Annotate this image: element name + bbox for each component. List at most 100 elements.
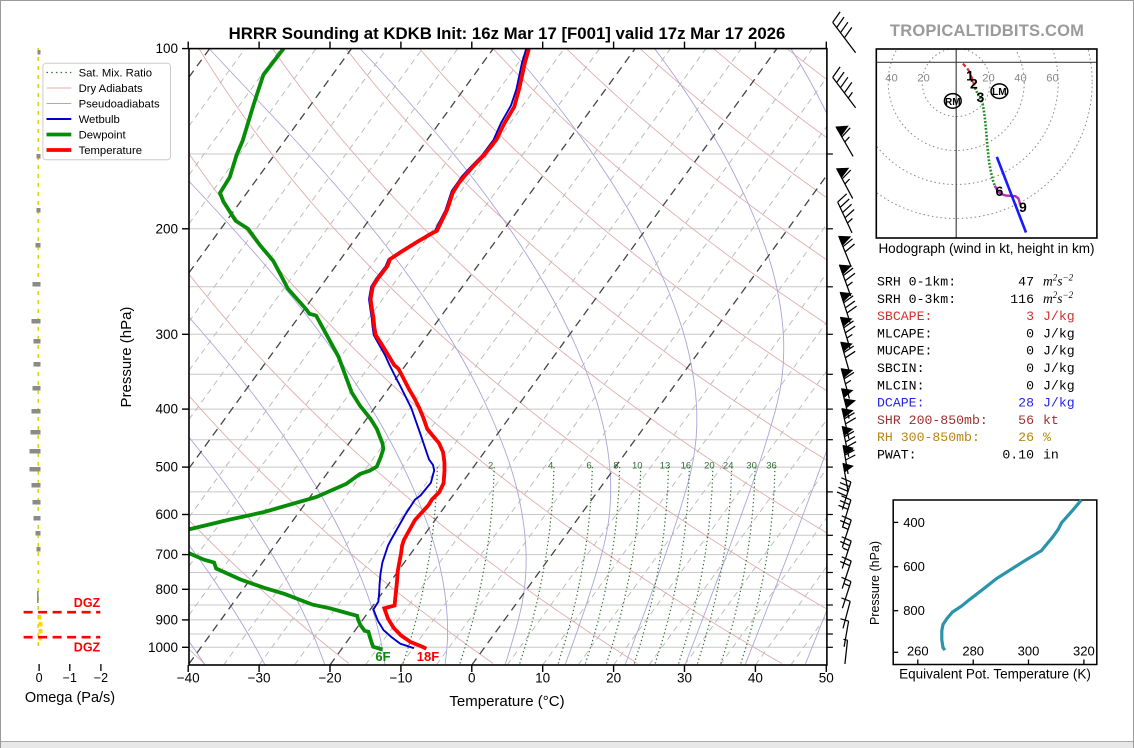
svg-text:320: 320 <box>1073 644 1095 659</box>
svg-text:1: 1 <box>966 67 974 83</box>
svg-text:Temperature: Temperature <box>79 145 142 157</box>
svg-text:SHR 200-850mb:: SHR 200-850mb: <box>877 413 988 428</box>
svg-text:in: in <box>1043 448 1059 463</box>
svg-text:DGZ: DGZ <box>74 641 101 655</box>
svg-text:Dewpoint: Dewpoint <box>79 130 127 142</box>
svg-text:400: 400 <box>903 515 925 530</box>
svg-text:2: 2 <box>970 75 978 91</box>
svg-text:Sat. Mix. Ratio: Sat. Mix. Ratio <box>79 68 152 80</box>
svg-text:1000: 1000 <box>148 640 178 655</box>
svg-text:−40: −40 <box>177 671 200 686</box>
svg-text:SBCIN:: SBCIN: <box>877 361 924 376</box>
svg-text:13: 13 <box>660 461 671 472</box>
svg-text:6: 6 <box>586 461 591 472</box>
svg-text:10: 10 <box>535 671 550 686</box>
svg-text:0: 0 <box>468 671 476 686</box>
svg-text:56: 56 <box>1018 413 1034 428</box>
svg-text:MLCIN:: MLCIN: <box>877 378 924 393</box>
svg-text:%: % <box>1043 430 1051 445</box>
svg-text:9: 9 <box>1019 199 1027 215</box>
svg-text:MLCAPE:: MLCAPE: <box>877 326 932 341</box>
svg-text:20: 20 <box>704 461 715 472</box>
svg-text:900: 900 <box>155 612 178 627</box>
svg-text:600: 600 <box>155 507 178 522</box>
svg-text:260: 260 <box>907 644 929 659</box>
svg-text:−1: −1 <box>63 671 77 685</box>
svg-text:Pressure (hPa): Pressure (hPa) <box>868 541 882 625</box>
svg-text:20: 20 <box>917 73 929 85</box>
svg-text:20: 20 <box>606 671 621 686</box>
svg-text:300: 300 <box>155 327 178 342</box>
svg-text:J/kg: J/kg <box>1043 378 1075 393</box>
svg-text:116: 116 <box>1010 292 1034 307</box>
svg-text:800: 800 <box>903 603 925 618</box>
svg-text:50: 50 <box>819 671 834 686</box>
svg-text:J/kg: J/kg <box>1043 396 1075 411</box>
svg-text:Temperature (°C): Temperature (°C) <box>449 693 564 710</box>
svg-text:0: 0 <box>1026 326 1034 341</box>
svg-text:18F: 18F <box>417 649 439 664</box>
svg-text:−2: −2 <box>94 671 108 685</box>
svg-text:40: 40 <box>748 671 763 686</box>
svg-text:Hodograph (wind in kt, height: Hodograph (wind in kt, height in km) <box>878 241 1094 256</box>
svg-text:J/kg: J/kg <box>1043 344 1075 359</box>
svg-text:300: 300 <box>1018 644 1040 659</box>
svg-text:DCAPE:: DCAPE: <box>877 396 924 411</box>
svg-text:20: 20 <box>982 73 994 85</box>
svg-text:LM: LM <box>992 87 1006 98</box>
svg-text:36: 36 <box>766 461 777 472</box>
svg-text:3: 3 <box>1026 309 1034 324</box>
svg-text:Omega (Pa/s): Omega (Pa/s) <box>25 690 115 706</box>
svg-text:0: 0 <box>36 671 43 685</box>
svg-text:Dry Adiabats: Dry Adiabats <box>79 83 143 95</box>
svg-text:0.10: 0.10 <box>1002 448 1034 463</box>
svg-text:40: 40 <box>1014 73 1026 85</box>
svg-text:J/kg: J/kg <box>1043 361 1075 376</box>
svg-text:60: 60 <box>1046 73 1058 85</box>
svg-text:HRRR Sounding at KDKB Init: 16: HRRR Sounding at KDKB Init: 16z Mar 17 [… <box>229 24 786 43</box>
svg-text:400: 400 <box>155 402 178 417</box>
svg-text:24: 24 <box>723 461 734 472</box>
svg-text:Pseudoadiabats: Pseudoadiabats <box>79 99 160 111</box>
svg-text:4: 4 <box>548 461 553 472</box>
svg-text:16: 16 <box>681 461 692 472</box>
svg-text:Equivalent Pot. Temperature (K: Equivalent Pot. Temperature (K) <box>899 667 1091 682</box>
svg-text:RM: RM <box>945 97 961 108</box>
svg-text:800: 800 <box>155 582 178 597</box>
svg-text:0: 0 <box>1026 361 1034 376</box>
svg-text:Pressure (hPa): Pressure (hPa) <box>118 307 135 408</box>
svg-text:DGZ: DGZ <box>74 596 101 610</box>
svg-text:3: 3 <box>977 89 985 105</box>
svg-text:26: 26 <box>1018 430 1034 445</box>
svg-text:47: 47 <box>1018 275 1034 290</box>
svg-text:280: 280 <box>962 644 984 659</box>
svg-text:10: 10 <box>632 461 643 472</box>
svg-text:2: 2 <box>488 461 493 472</box>
svg-text:600: 600 <box>903 559 925 574</box>
svg-text:−30: −30 <box>248 671 271 686</box>
svg-text:200: 200 <box>155 221 178 236</box>
svg-text:RH 300-850mb:: RH 300-850mb: <box>877 430 980 445</box>
svg-text:J/kg: J/kg <box>1043 309 1075 324</box>
svg-text:MUCAPE:: MUCAPE: <box>877 344 932 359</box>
svg-text:40: 40 <box>885 73 897 85</box>
svg-text:6F: 6F <box>375 649 390 664</box>
svg-text:SRH 0-3km:: SRH 0-3km: <box>877 292 956 307</box>
svg-text:28: 28 <box>1018 396 1034 411</box>
svg-text:J/kg: J/kg <box>1043 326 1075 341</box>
svg-text:TROPICALTIDBITS.COM: TROPICALTIDBITS.COM <box>890 22 1084 40</box>
svg-text:0: 0 <box>1026 344 1034 359</box>
svg-text:6: 6 <box>996 183 1004 199</box>
svg-text:30: 30 <box>677 671 692 686</box>
svg-text:30: 30 <box>746 461 757 472</box>
svg-text:100: 100 <box>155 41 178 56</box>
svg-text:700: 700 <box>155 547 178 562</box>
svg-text:−10: −10 <box>389 671 412 686</box>
svg-text:0: 0 <box>1026 378 1034 393</box>
svg-text:8: 8 <box>613 461 618 472</box>
svg-text:kt: kt <box>1043 413 1059 428</box>
svg-text:−20: −20 <box>319 671 342 686</box>
svg-text:SBCAPE:: SBCAPE: <box>877 309 932 324</box>
svg-text:SRH 0-1km:: SRH 0-1km: <box>877 275 956 290</box>
svg-text:Wetbulb: Wetbulb <box>79 114 120 126</box>
